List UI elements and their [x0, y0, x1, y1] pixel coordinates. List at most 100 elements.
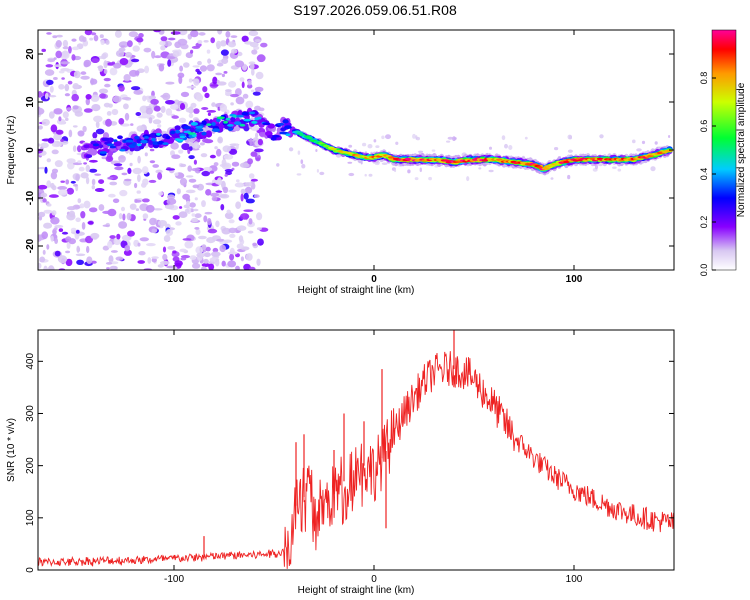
noise-speckle	[91, 104, 101, 112]
noise-speckle	[142, 95, 147, 102]
noise-speckle	[251, 49, 258, 55]
noise-speckle	[53, 77, 58, 80]
noise-speckle	[297, 150, 301, 155]
noise-speckle	[142, 178, 149, 186]
noise-speckle	[176, 188, 181, 195]
noise-speckle	[43, 222, 53, 229]
noise-speckle	[46, 158, 51, 163]
ridge-blob	[233, 121, 242, 126]
noise-speckle	[38, 184, 48, 190]
noise-speckle	[98, 65, 104, 72]
noise-speckle	[127, 230, 135, 237]
noise-speckle	[135, 208, 140, 212]
noise-speckle	[180, 91, 190, 98]
noise-speckle	[165, 229, 173, 236]
noise-speckle	[179, 177, 188, 186]
noise-speckle	[54, 237, 58, 244]
noise-speckle	[214, 146, 218, 150]
noise-speckle	[125, 51, 133, 58]
ridge-blob	[227, 127, 234, 131]
noise-speckle	[221, 58, 229, 64]
noise-speckle	[466, 176, 470, 182]
noise-speckle	[93, 115, 103, 123]
noise-speckle	[38, 211, 46, 218]
noise-speckle	[251, 68, 255, 76]
noise-speckle	[191, 213, 196, 217]
noise-speckle	[202, 138, 210, 143]
noise-speckle	[188, 178, 197, 183]
noise-speckle	[239, 77, 245, 82]
noise-speckle	[195, 246, 203, 254]
ridge-blob	[195, 128, 204, 132]
noise-speckle	[248, 61, 256, 65]
ridge-blob	[572, 159, 580, 162]
noise-speckle	[71, 38, 77, 42]
noise-speckle	[196, 252, 205, 258]
colorbar-label: Normalized spectral amplitude	[736, 82, 747, 217]
noise-speckle	[103, 77, 111, 82]
noise-speckle	[255, 71, 264, 80]
noise-speckle	[52, 35, 58, 39]
colorbar-tick-label: 0.0	[699, 264, 709, 277]
noise-speckle	[184, 208, 190, 213]
ridge-blob	[183, 130, 191, 134]
noise-speckle	[488, 169, 494, 173]
ridge-blob	[140, 139, 148, 144]
noise-speckle	[105, 262, 113, 265]
noise-speckle	[554, 147, 559, 151]
spectrogram-x-label: Height of straight line (km)	[298, 285, 415, 296]
noise-speckle	[65, 236, 72, 242]
noise-speckle	[217, 30, 223, 35]
colorbar-tick-label: 0.6	[699, 120, 709, 133]
noise-speckle	[195, 228, 201, 235]
noise-speckle	[137, 242, 141, 247]
noise-speckle	[212, 76, 218, 85]
noise-speckle	[130, 123, 134, 126]
noise-speckle	[123, 74, 131, 82]
ridge-blob	[131, 142, 137, 146]
ridge-blob	[227, 124, 234, 127]
noise-speckle	[240, 256, 244, 262]
noise-speckle	[111, 61, 116, 65]
ridge-blob	[647, 155, 654, 158]
noise-speckle	[226, 209, 231, 214]
noise-speckle	[42, 198, 47, 203]
ridge-blob	[143, 136, 149, 139]
noise-speckle	[78, 35, 85, 42]
noise-speckle	[107, 240, 113, 249]
ridge-blob	[165, 135, 171, 140]
noise-speckle	[113, 163, 123, 167]
y-tick-label: 300	[25, 405, 36, 422]
noise-speckle	[40, 192, 48, 198]
noise-speckle	[201, 107, 209, 110]
noise-speckle	[38, 234, 42, 242]
noise-speckle	[407, 169, 411, 174]
noise-speckle	[181, 143, 190, 151]
ridge-blob	[92, 143, 100, 147]
noise-speckle	[160, 105, 166, 114]
noise-speckle	[118, 213, 123, 220]
noise-speckle	[632, 139, 636, 144]
y-tick-label: 20	[25, 48, 36, 60]
noise-speckle	[128, 31, 139, 38]
noise-speckle	[215, 179, 222, 185]
noise-speckle	[83, 108, 93, 113]
noise-speckle	[236, 225, 247, 231]
noise-speckle	[203, 40, 209, 43]
noise-speckle	[65, 258, 73, 267]
noise-speckle	[121, 172, 128, 176]
ridge-blob	[99, 151, 107, 154]
noise-speckle	[300, 159, 304, 164]
noise-speckle	[394, 168, 397, 173]
ridge-blob	[272, 134, 280, 138]
noise-speckle	[50, 171, 58, 180]
noise-speckle	[145, 204, 155, 213]
noise-speckle	[82, 125, 87, 133]
noise-speckle	[414, 177, 419, 181]
noise-speckle	[235, 201, 242, 209]
noise-speckle	[215, 220, 220, 228]
noise-speckle	[104, 83, 111, 88]
ridge-blob	[174, 125, 181, 131]
noise-speckle	[78, 166, 85, 172]
